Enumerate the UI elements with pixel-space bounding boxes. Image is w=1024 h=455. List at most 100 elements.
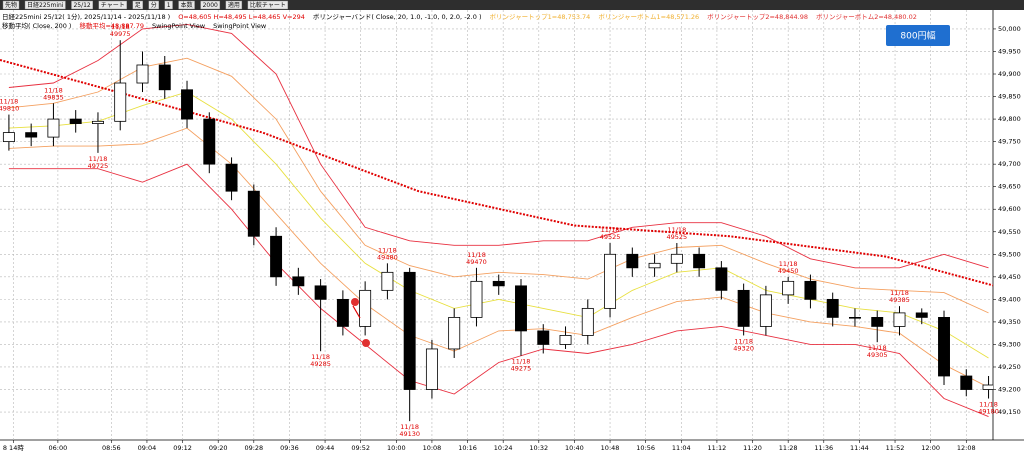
swing-date: 11/18 (311, 353, 330, 361)
x-tick-label: 09:12 (173, 444, 192, 452)
candle-body (759, 294, 772, 327)
x-tick-label: 10:40 (565, 444, 584, 452)
toolbar-box (2, 0, 20, 10)
candle-body (871, 317, 884, 327)
toolbar-box (200, 0, 221, 10)
bollinger-band (8, 163, 989, 418)
candle-body (47, 118, 60, 138)
x-tick-label: 11:20 (743, 444, 762, 452)
swing-price: 49525 (600, 233, 621, 241)
toolbar-box (71, 0, 93, 10)
signal-arrow (352, 305, 361, 319)
candle-body (492, 280, 505, 287)
candle-body (336, 298, 349, 327)
header-text: 日経225mini 25/12( 1分), 2025/11/14 - 2025/… (2, 12, 170, 21)
toolbar-box (24, 0, 66, 10)
candle-body (181, 89, 193, 120)
signal-marker (351, 298, 359, 306)
candle-body (359, 289, 372, 327)
candle-body (893, 312, 906, 327)
header-text: O=48,605 H=48,495 L=48,465 V=294 (178, 13, 305, 21)
candle-body (804, 280, 817, 300)
swing-price: 49975 (110, 30, 131, 38)
y-tick-label: 49,900 (998, 70, 1021, 78)
candle-body (960, 375, 973, 390)
candle-body (559, 335, 572, 345)
header-text: ボリンジャートップ2=48,844.98 (707, 13, 808, 21)
swing-date: 11/18 (779, 260, 798, 268)
x-tick-label: 10:56 (636, 444, 655, 452)
toolbar-item: チャート (101, 2, 125, 9)
y-tick-label: 49,400 (998, 295, 1021, 303)
candle-body (292, 276, 305, 287)
candle-body (648, 262, 661, 269)
candle-body (982, 384, 993, 390)
candle-body (670, 253, 683, 264)
candle-body (69, 118, 82, 124)
y-tick-label: 49,150 (998, 408, 1021, 416)
x-tick-label: 8 14時 (3, 444, 24, 452)
header-text: SwingPoint View (213, 22, 267, 30)
candle-body (403, 271, 416, 390)
x-tick-label: 10:08 (423, 444, 442, 452)
candle-body (114, 82, 127, 122)
button-bg[interactable] (886, 25, 950, 46)
swing-price: 49470 (466, 258, 487, 266)
y-tick-label: 49,750 (998, 138, 1021, 146)
x-tick-label: 09:44 (316, 444, 335, 452)
candle-body (848, 317, 861, 319)
x-tick-label: 11:28 (779, 444, 798, 452)
swing-price: 49810 (0, 105, 19, 113)
candle-body (270, 235, 283, 278)
header-text: ボリンジャートップ1=48,753.74 (489, 13, 590, 21)
swing-price: 49385 (889, 296, 910, 304)
header-text: ボリンジャーボトム1=48,571.26 (598, 13, 699, 21)
axes: 49,150 49,200 49,250 49,300 49,350 49,400 49,4… (0, 23, 1021, 452)
swing-date: 11/18 (868, 344, 887, 352)
candle-body (314, 285, 327, 300)
swing-price: 49725 (88, 162, 109, 170)
bollinger-band (8, 57, 989, 314)
swing-date: 11/18 (667, 226, 686, 234)
x-tick-label: 10:24 (494, 444, 513, 452)
candle-body (25, 132, 38, 138)
toolbar-box (178, 0, 195, 10)
x-tick-label: 11:52 (886, 444, 905, 452)
x-tick-label: 10:48 (601, 444, 620, 452)
swing-date: 11/18 (601, 226, 620, 234)
swing-price: 49480 (377, 253, 398, 261)
swing-price: 49525 (666, 233, 687, 241)
toolbar-item: 2000 (203, 2, 218, 9)
toolbar-item: 分 (151, 1, 157, 9)
y-tick-label: 49,450 (998, 273, 1021, 281)
plot-area (0, 23, 993, 422)
header-text: 移動平均( Close, 200 ) (2, 21, 71, 30)
y-tick-label: 49,250 (998, 363, 1021, 371)
x-tick-label: 11:44 (850, 444, 869, 452)
candle-body (515, 285, 527, 332)
swing-price: 49305 (867, 351, 888, 359)
x-tick-label: 12:00 (921, 444, 940, 452)
toolbar-item: 本数 (181, 1, 193, 9)
swing-date: 11/18 (0, 98, 18, 106)
width-button[interactable]: 800円幅 (886, 25, 950, 46)
candle-body (247, 190, 260, 237)
toolbar-box (247, 0, 289, 10)
toolbar-box (98, 0, 127, 10)
candle-body (91, 120, 104, 124)
button-label[interactable]: 800円幅 (900, 30, 935, 42)
y-tick-label: 49,550 (998, 228, 1021, 236)
toolbar-item: 適用 (228, 1, 240, 9)
candle-body (225, 163, 238, 192)
swing-date: 11/18 (890, 289, 909, 297)
y-tick-label: 49,500 (998, 250, 1021, 258)
toolbar (0, 0, 1024, 10)
y-tick-label: 49,850 (998, 93, 1021, 101)
signal-marker (362, 339, 370, 347)
x-tick-label: 10:16 (458, 444, 477, 452)
swing-date: 11/18 (111, 23, 130, 31)
candle-body (826, 298, 839, 318)
toolbar-box (164, 0, 173, 10)
swing-price: 49275 (511, 365, 532, 373)
